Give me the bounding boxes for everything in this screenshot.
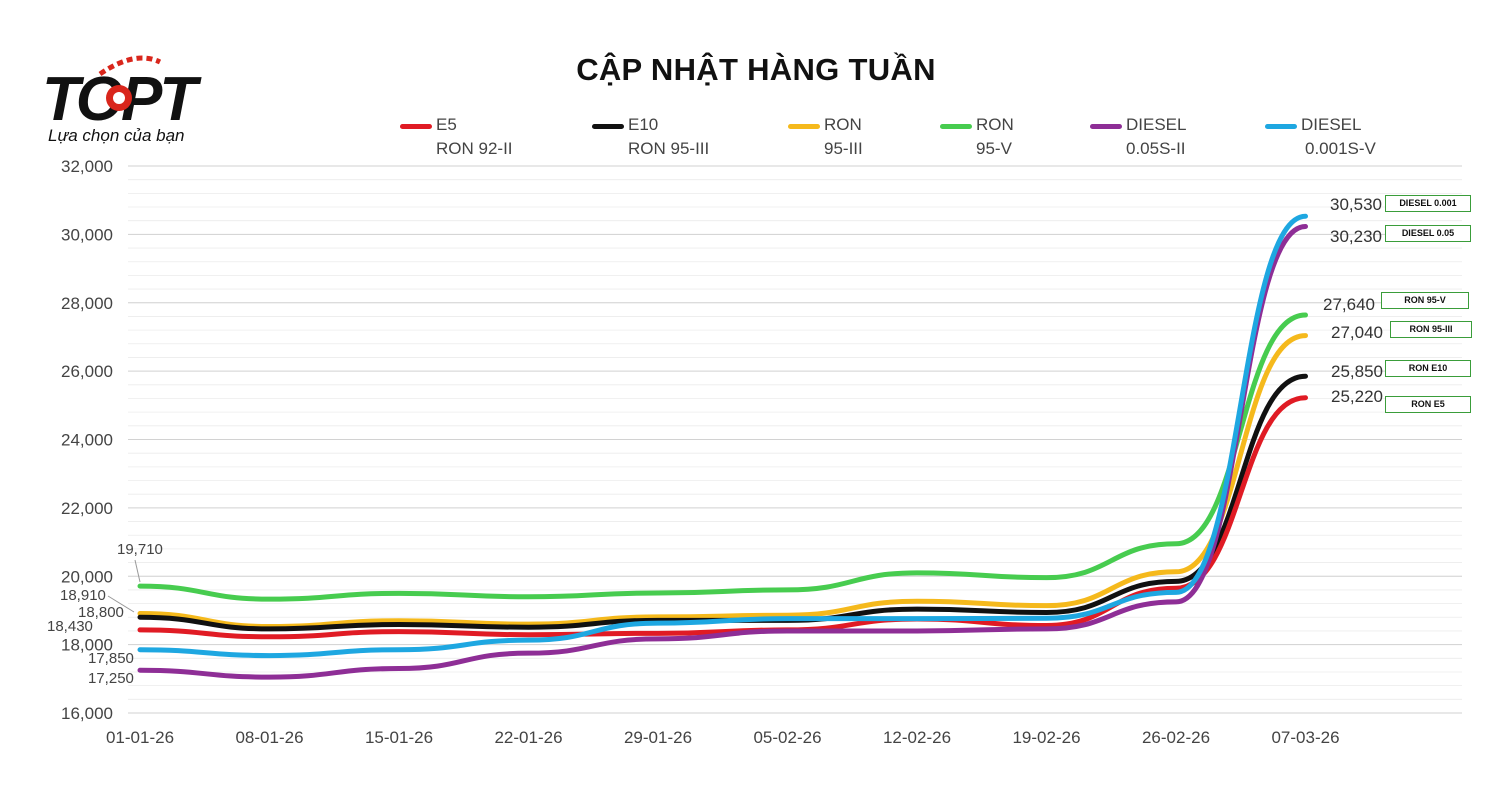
y-tick-label: 30,000: [61, 225, 113, 244]
start-value-label: 18,910: [60, 587, 106, 604]
x-tick-label: 29-01-26: [624, 728, 692, 747]
legend-swatch: [1090, 124, 1122, 129]
start-value-label: 17,250: [88, 670, 134, 687]
series-line-d005: [137, 224, 1308, 680]
end-value-label: 25,850: [1331, 362, 1383, 381]
end-value-label: 25,220: [1331, 387, 1383, 406]
x-tick-label: 05-02-26: [753, 728, 821, 747]
legend-swatch: [788, 124, 820, 129]
x-tick-label: 15-01-26: [365, 728, 433, 747]
legend-label: E5: [436, 115, 457, 134]
series-tag-d005: DIESEL 0.05: [1385, 225, 1471, 242]
start-value-label: 18,430: [47, 618, 93, 635]
y-tick-label: 32,000: [61, 157, 113, 176]
end-value-label: 30,530: [1330, 195, 1382, 214]
y-tick-label: 18,000: [61, 636, 113, 655]
legend-label: DIESEL: [1301, 115, 1362, 134]
y-tick-label: 16,000: [61, 704, 113, 723]
y-tick-label: 24,000: [61, 431, 113, 450]
chart-title: CẬP NHẬT HÀNG TUẦN: [576, 52, 936, 87]
y-tick-label: 28,000: [61, 294, 113, 313]
topt-logo: TOPT Lựa chọn của bạn: [40, 52, 270, 152]
end-value-label: 27,040: [1331, 323, 1383, 342]
label-leader: [134, 559, 141, 583]
legend-swatch: [940, 124, 972, 129]
x-tick-label: 22-01-26: [494, 728, 562, 747]
x-tick-label: 12-02-26: [883, 728, 951, 747]
legend-sublabel: 0.05S-II: [1126, 139, 1186, 158]
legend-swatch: [1265, 124, 1297, 129]
start-value-label: 19,710: [117, 541, 163, 558]
series-line-d0001: [137, 213, 1308, 659]
legend-sublabel: RON 95-III: [628, 139, 710, 158]
x-tick-label: 08-01-26: [235, 728, 303, 747]
legend-sublabel: 95-III: [824, 139, 863, 158]
x-tick-label: 01-01-26: [106, 728, 174, 747]
series-line-r95iii: [137, 333, 1308, 630]
logo-tagline: Lựa chọn của bạn: [48, 126, 185, 145]
series-tag-r95iii: RON 95-III: [1390, 321, 1472, 338]
x-tick-label: 19-02-26: [1012, 728, 1080, 747]
legend-swatch: [592, 124, 624, 129]
y-tick-label: 22,000: [61, 499, 113, 518]
label-leader: [107, 595, 135, 613]
legend-sublabel: 95-V: [976, 139, 1012, 158]
series-line-r95v: [137, 312, 1308, 602]
series-tag-e5: RON E5: [1385, 396, 1471, 413]
logo-graphic: TOPT: [42, 55, 205, 134]
legend-sublabel: 0.001S-V: [1305, 139, 1376, 158]
series-line-e5: [137, 395, 1308, 640]
legend-label: DIESEL: [1126, 115, 1187, 134]
start-value-label: 17,850: [88, 650, 134, 667]
x-tick-label: 07-03-26: [1271, 728, 1339, 747]
legend-swatch: [400, 124, 432, 129]
start-value-label: 18,800: [78, 604, 124, 621]
end-value-label: 27,640: [1323, 295, 1375, 314]
legend-label: RON: [824, 115, 862, 134]
legend-label: E10: [628, 115, 659, 134]
series-tag-d0001: DIESEL 0.001: [1385, 195, 1471, 212]
end-value-label: 30,230: [1330, 227, 1382, 246]
x-tick-label: 26-02-26: [1142, 728, 1210, 747]
y-tick-label: 26,000: [61, 362, 113, 381]
y-tick-label: 20,000: [61, 567, 113, 586]
legend-label: RON: [976, 115, 1014, 134]
series-tag-e10: RON E10: [1385, 360, 1471, 377]
series-tag-r95v: RON 95-V: [1381, 292, 1469, 309]
legend-sublabel: RON 92-II: [436, 139, 513, 158]
